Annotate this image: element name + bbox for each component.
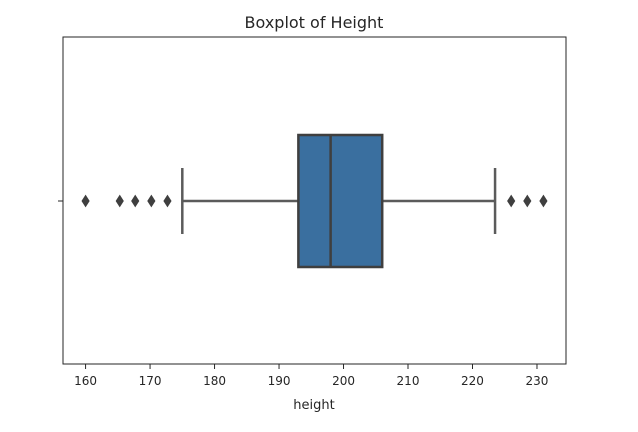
outlier-point bbox=[523, 194, 532, 208]
outlier-point bbox=[163, 194, 172, 208]
x-axis: 160 170 180 190 200 210 220 230 bbox=[74, 364, 548, 388]
x-tick-label: 210 bbox=[397, 374, 420, 388]
outlier-point bbox=[81, 194, 90, 208]
x-axis-label: height bbox=[293, 398, 334, 413]
outlier-point bbox=[147, 194, 156, 208]
outlier-point bbox=[131, 194, 140, 208]
x-tick-label: 200 bbox=[332, 374, 355, 388]
x-tick-label: 170 bbox=[139, 374, 162, 388]
chart-title: Boxplot of Height bbox=[245, 13, 384, 32]
x-tick-label: 230 bbox=[526, 374, 549, 388]
outlier-point bbox=[115, 194, 124, 208]
x-tick-label: 180 bbox=[203, 374, 226, 388]
x-tick-label: 190 bbox=[268, 374, 291, 388]
outlier-point bbox=[507, 194, 516, 208]
x-tick-label: 220 bbox=[461, 374, 484, 388]
boxplot-series bbox=[81, 133, 548, 269]
x-tick-label: 160 bbox=[74, 374, 97, 388]
iqr-box bbox=[297, 133, 384, 269]
outlier-point bbox=[539, 194, 548, 208]
